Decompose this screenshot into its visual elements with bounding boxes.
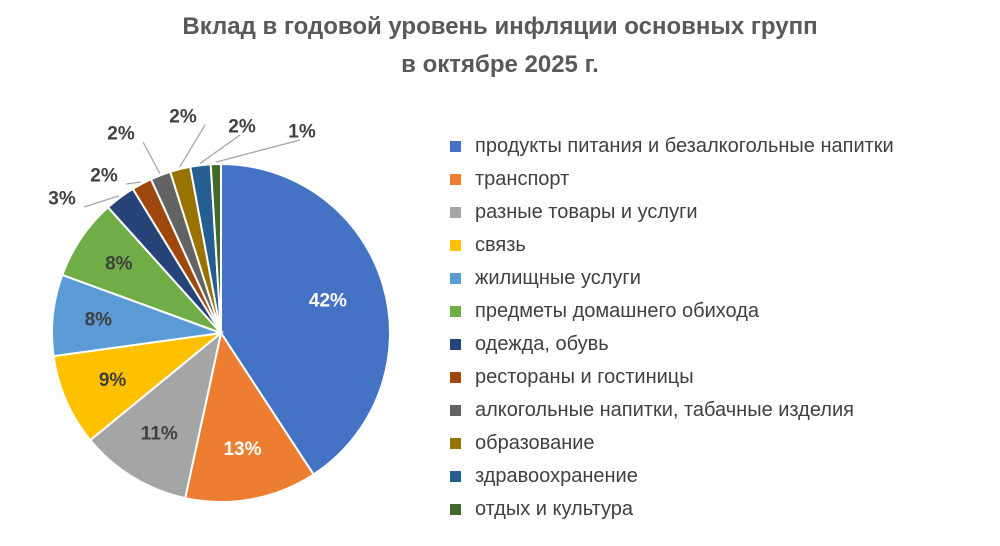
legend-swatch <box>450 438 461 449</box>
chart-title: Вклад в годовой уровень инфляции основны… <box>0 8 1000 84</box>
slice-data-label: 2% <box>107 124 135 145</box>
slice-data-label: 2% <box>90 166 118 187</box>
legend-label: жилищные услуги <box>475 267 641 289</box>
chart-title-line-2: в октябре 2025 г. <box>401 51 599 78</box>
legend-item: связь <box>450 229 995 262</box>
leader-line <box>179 124 206 168</box>
legend-swatch <box>450 207 461 218</box>
slice-data-label: 2% <box>169 107 197 128</box>
legend-item: продукты питания и безалкогольные напитк… <box>450 130 995 163</box>
legend-label: образование <box>475 432 595 454</box>
legend-label: отдых и культура <box>475 498 633 520</box>
legend-swatch <box>450 372 461 383</box>
legend-label: рестораны и гостиницы <box>475 366 694 388</box>
legend-label: связь <box>475 234 526 256</box>
legend-swatch <box>450 405 461 416</box>
legend: продукты питания и безалкогольные напитк… <box>450 130 995 526</box>
leader-line <box>199 134 241 164</box>
legend-item: алкогольные напитки, табачные изделия <box>450 394 995 427</box>
leader-line <box>83 195 119 208</box>
legend-swatch <box>450 240 461 251</box>
slice-data-label: 1% <box>288 122 316 143</box>
legend-swatch <box>450 471 461 482</box>
legend-item: предметы домашнего обихода <box>450 295 995 328</box>
legend-label: алкогольные напитки, табачные изделия <box>475 399 854 421</box>
legend-swatch <box>450 306 461 317</box>
leader-line <box>215 139 301 163</box>
pie-slice <box>209 162 222 334</box>
chart-title-line-1: Вклад в годовой уровень инфляции основны… <box>182 13 818 40</box>
legend-label: предметы домашнего обихода <box>475 300 760 322</box>
legend-label: продукты питания и безалкогольные напитк… <box>475 135 894 157</box>
legend-item: разные товары и услуги <box>450 196 995 229</box>
legend-label: разные товары и услуги <box>475 201 698 223</box>
legend-item: одежда, обувь <box>450 328 995 361</box>
legend-label: одежда, обувь <box>475 333 609 355</box>
slice-data-label: 11% <box>141 423 178 444</box>
legend-item: рестораны и гостиницы <box>450 361 995 394</box>
legend-item: образование <box>450 427 995 460</box>
slice-data-label: 42% <box>309 291 347 312</box>
legend-item: здравоохранение <box>450 460 995 493</box>
pie-slice <box>184 330 315 503</box>
leader-line <box>125 181 141 185</box>
legend-label: транспорт <box>475 168 570 190</box>
legend-swatch <box>450 339 461 350</box>
pie-slice <box>52 331 225 442</box>
slice-data-label: 8% <box>105 253 133 274</box>
slice-data-label: 2% <box>228 117 256 138</box>
slice-data-label: 3% <box>48 189 76 210</box>
legend-label: здравоохранение <box>475 465 638 487</box>
legend-swatch <box>450 504 461 515</box>
slice-data-label: 13% <box>223 439 261 460</box>
legend-item: жилищные услуги <box>450 262 995 295</box>
slice-data-label: 8% <box>85 309 113 330</box>
pie-chart: 42% 13% 11% 9% 8% 8% 3% 2% 2% 2% 2% 1% <box>48 107 391 503</box>
legend-swatch <box>450 273 461 284</box>
legend-swatch <box>450 174 461 185</box>
pie-slice <box>88 330 223 500</box>
legend-item: транспорт <box>450 163 995 196</box>
legend-swatch <box>450 141 461 152</box>
slice-data-label: 9% <box>99 370 127 391</box>
legend-item: отдых и культура <box>450 493 995 526</box>
leader-line <box>142 141 161 174</box>
